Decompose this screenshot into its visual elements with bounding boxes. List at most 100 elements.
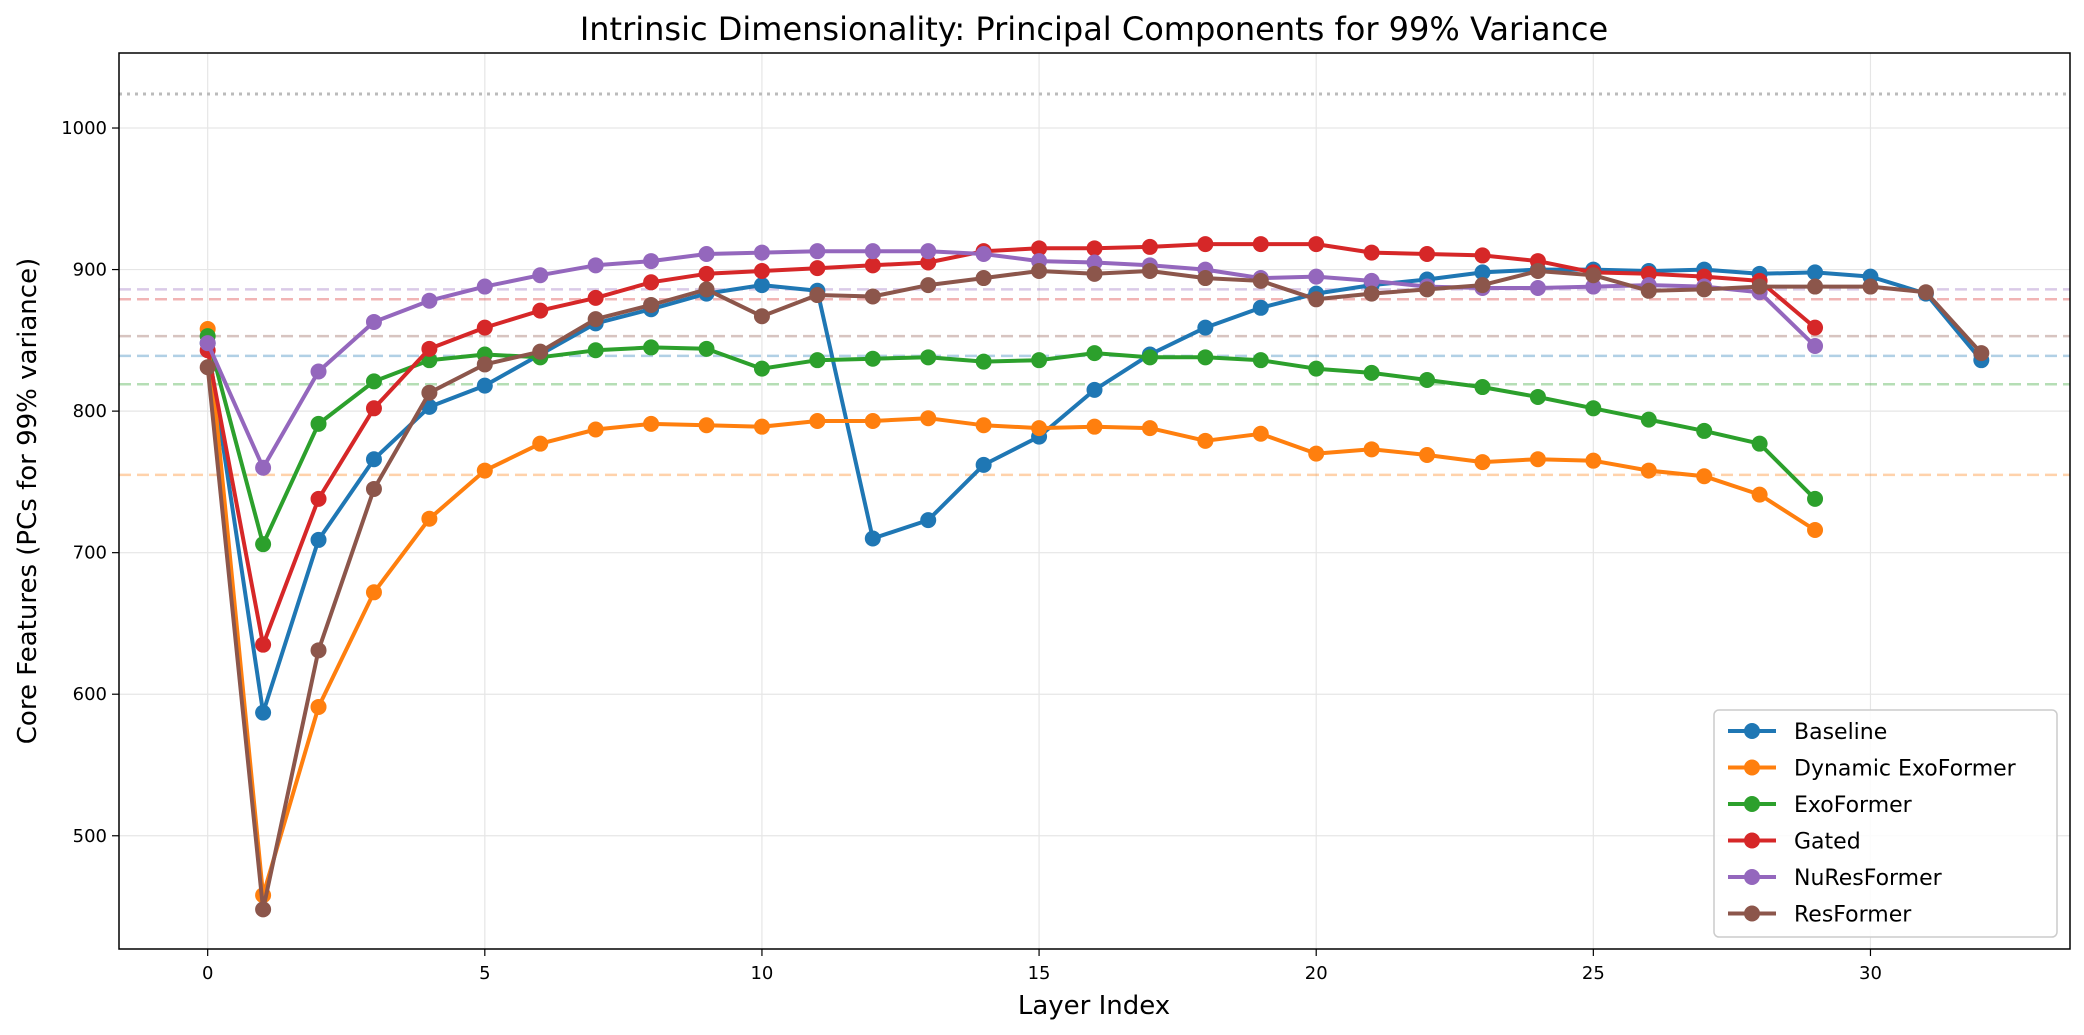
data-point-gated — [698, 265, 715, 282]
x-tick-label: 30 — [1859, 963, 1882, 984]
data-point-nuresformer — [1363, 272, 1380, 289]
data-point-dynamic-exoformer — [1474, 454, 1491, 471]
data-point-dynamic-exoformer — [1197, 432, 1214, 449]
data-point-dynamic-exoformer — [975, 417, 992, 434]
data-point-gated — [1197, 236, 1214, 253]
data-point-dynamic-exoformer — [920, 410, 937, 427]
chart-title: Intrinsic Dimensionality: Principal Comp… — [580, 10, 1608, 48]
data-point-resformer — [532, 343, 549, 360]
data-point-nuresformer — [809, 243, 826, 260]
legend-marker-dynamic-exoformer — [1744, 759, 1760, 776]
data-point-gated — [532, 302, 549, 319]
data-point-resformer — [1031, 262, 1048, 279]
data-point-resformer — [587, 311, 604, 328]
y-tick-label: 600 — [73, 684, 107, 705]
data-point-resformer — [1973, 345, 1990, 362]
y-axis-ticks: 500 600 700 800 900 1000 — [61, 118, 119, 847]
data-point-gated — [864, 257, 881, 274]
x-tick-label: 10 — [750, 963, 773, 984]
legend-label-baseline: Baseline — [1794, 720, 1887, 745]
data-point-nuresformer — [1529, 279, 1546, 296]
data-point-resformer — [1308, 291, 1325, 308]
x-tick-label: 15 — [1028, 963, 1051, 984]
data-point-nuresformer — [255, 459, 272, 476]
data-point-dynamic-exoformer — [643, 415, 660, 432]
legend-label-gated: Gated — [1794, 830, 1861, 855]
data-point-gated — [255, 636, 272, 653]
data-point-baseline — [1197, 319, 1214, 336]
series-line-exoformer — [205, 334, 1817, 547]
data-point-dynamic-exoformer — [1031, 420, 1048, 437]
data-point-resformer — [920, 277, 937, 294]
data-point-exoformer — [1419, 371, 1436, 388]
x-tick-label: 5 — [479, 963, 490, 984]
data-point-gated — [365, 400, 382, 417]
data-point-baseline — [975, 456, 992, 473]
data-point-gated — [1031, 240, 1048, 257]
data-point-exoformer — [255, 536, 272, 553]
data-point-nuresformer — [199, 335, 216, 352]
data-point-gated — [1141, 238, 1158, 255]
data-point-dynamic-exoformer — [310, 698, 327, 715]
data-point-baseline — [1086, 381, 1103, 398]
data-point-dynamic-exoformer — [1141, 420, 1158, 437]
data-point-baseline — [1252, 299, 1269, 316]
data-point-resformer — [1197, 270, 1214, 287]
data-point-resformer — [753, 308, 770, 325]
data-point-resformer — [1252, 272, 1269, 289]
data-point-exoformer — [310, 415, 327, 432]
y-tick-label: 800 — [73, 401, 107, 422]
data-point-gated — [920, 254, 937, 271]
data-point-resformer — [1529, 262, 1546, 279]
data-point-exoformer — [1640, 411, 1657, 428]
data-point-exoformer — [975, 353, 992, 370]
data-point-nuresformer — [532, 267, 549, 284]
x-tick-label: 20 — [1305, 963, 1328, 984]
data-point-exoformer — [365, 373, 382, 390]
data-point-resformer — [421, 384, 438, 401]
data-point-nuresformer — [1308, 268, 1325, 285]
data-point-nuresformer — [1807, 338, 1824, 355]
data-point-gated — [310, 490, 327, 507]
legend-label-dynamic-exoformer: Dynamic ExoFormer — [1794, 757, 2017, 782]
data-point-resformer — [1585, 267, 1602, 284]
data-point-dynamic-exoformer — [698, 417, 715, 434]
x-tick-label: 25 — [1582, 963, 1605, 984]
legend-marker-exoformer — [1744, 796, 1760, 812]
data-point-resformer — [1807, 278, 1824, 295]
data-point-dynamic-exoformer — [1252, 425, 1269, 442]
data-point-nuresformer — [421, 292, 438, 309]
legend-label-resformer: ResFormer — [1794, 903, 1912, 928]
data-point-dynamic-exoformer — [476, 462, 493, 479]
data-point-exoformer — [587, 342, 604, 359]
data-point-exoformer — [1086, 345, 1103, 362]
data-point-dynamic-exoformer — [1308, 445, 1325, 462]
data-point-baseline — [920, 512, 937, 529]
data-point-resformer — [864, 288, 881, 305]
data-point-exoformer — [1585, 400, 1602, 417]
data-point-dynamic-exoformer — [1807, 522, 1824, 539]
data-point-resformer — [199, 359, 216, 376]
data-point-exoformer — [1031, 352, 1048, 369]
data-point-resformer — [809, 287, 826, 304]
series-line-gated — [205, 242, 1817, 647]
x-axis-label: Layer Index — [1018, 991, 1170, 1021]
legend-marker-nuresformer — [1744, 869, 1760, 885]
data-point-nuresformer — [365, 313, 382, 330]
data-point-gated — [1252, 236, 1269, 253]
series-layer — [199, 236, 1990, 918]
legend-label-nuresformer: NuResFormer — [1794, 866, 1943, 891]
data-point-dynamic-exoformer — [1640, 462, 1657, 479]
data-point-resformer — [1474, 277, 1491, 294]
data-point-dynamic-exoformer — [1696, 468, 1713, 485]
data-point-dynamic-exoformer — [1363, 441, 1380, 458]
y-tick-label: 500 — [73, 826, 107, 847]
y-axis-label: Core Features (PCs for 99% variance) — [13, 258, 43, 744]
series-line-dynamic-exoformer — [205, 327, 1817, 898]
legend-marker-gated — [1744, 832, 1760, 849]
data-point-gated — [1363, 244, 1380, 261]
data-point-resformer — [1141, 262, 1158, 279]
data-point-dynamic-exoformer — [1529, 451, 1546, 468]
data-point-exoformer — [1252, 352, 1269, 369]
